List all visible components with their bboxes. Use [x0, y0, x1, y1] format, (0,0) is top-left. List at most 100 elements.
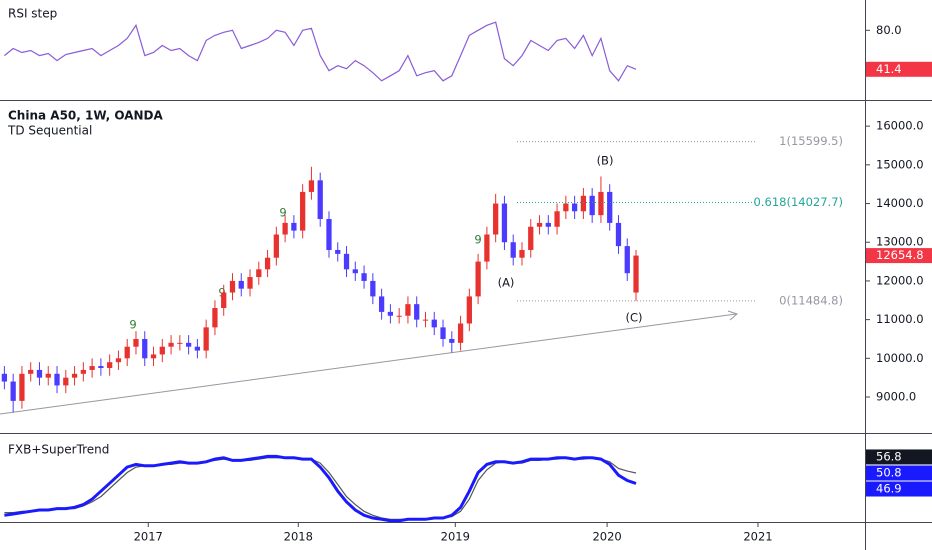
- candle-body: [203, 327, 209, 351]
- candle-body: [493, 203, 499, 235]
- candle-body: [598, 191, 604, 216]
- y-tick-label: 11000.0: [876, 312, 924, 326]
- candle-body: [378, 296, 385, 312]
- x-tick-label: 2021: [743, 530, 772, 544]
- candle-body: [396, 315, 402, 317]
- trend-arrow: [727, 310, 738, 321]
- candle-body: [177, 342, 183, 344]
- candle-body: [589, 195, 595, 216]
- candle-body: [510, 242, 516, 258]
- td-count: 9: [218, 286, 225, 300]
- price-tag-label: 41.4: [876, 62, 902, 76]
- y-tick-label: 16000.0: [876, 119, 924, 133]
- trend-line: [0, 313, 737, 415]
- y-tick-label: 14000.0: [876, 196, 924, 210]
- candle-body: [221, 292, 227, 309]
- candle-body: [571, 203, 578, 212]
- candle-body: [19, 373, 25, 401]
- panel-title: FXB+SuperTrend: [8, 443, 109, 457]
- candle-body: [71, 373, 78, 378]
- candle-body: [133, 338, 139, 347]
- candle-body: [1, 373, 8, 382]
- candle-body: [308, 180, 315, 192]
- candle-body: [89, 366, 95, 370]
- price-tag-label: 56.8: [876, 449, 902, 463]
- x-tick-label: 2020: [592, 530, 621, 544]
- candle-body: [45, 373, 51, 378]
- candle-body: [615, 222, 622, 247]
- candle-body: [80, 369, 86, 374]
- candle-body: [370, 280, 376, 297]
- candle-body: [449, 338, 455, 343]
- candle-body: [501, 203, 508, 243]
- candle-body: [142, 338, 148, 359]
- candle-body: [405, 304, 411, 316]
- y-tick-label: 15000.0: [876, 157, 924, 171]
- price-tag-label: 50.8: [876, 466, 902, 480]
- candle-body: [326, 219, 332, 250]
- price-tag: [866, 481, 932, 497]
- candle-body: [98, 366, 104, 368]
- price-tag-label: 46.9: [876, 482, 902, 496]
- y-tick-label: 80.0: [876, 23, 902, 37]
- candle-body: [54, 373, 60, 386]
- candle-body: [168, 342, 174, 347]
- wave-label: (B): [597, 154, 614, 168]
- candle-body: [194, 346, 201, 351]
- wave-label: (A): [498, 276, 515, 290]
- candle-body: [150, 354, 157, 359]
- wave-label: (C): [625, 311, 642, 325]
- indicator-line: [4, 21, 637, 82]
- candle-body: [440, 327, 446, 339]
- panel-title: China A50, 1W, OANDA: [8, 109, 164, 123]
- candle-body: [317, 180, 323, 220]
- candle-body: [256, 269, 262, 278]
- y-tick-label: 10000.0: [876, 351, 924, 365]
- candle-body: [431, 319, 437, 328]
- candle-body: [563, 203, 569, 212]
- candle-body: [300, 191, 306, 231]
- candle-body: [633, 255, 639, 293]
- candle-body: [212, 308, 218, 328]
- candle-body: [414, 304, 420, 320]
- indicator-line: [4, 454, 637, 523]
- td-count: 9: [474, 233, 481, 247]
- fib-label: 1(15599.5): [779, 134, 843, 148]
- x-tick-label: 2017: [134, 530, 163, 544]
- candle-body: [457, 323, 464, 343]
- candle-body: [624, 246, 630, 274]
- candle-body: [282, 222, 288, 235]
- x-tick-label: 2018: [284, 530, 313, 544]
- candle-body: [335, 249, 341, 254]
- candle-body: [545, 222, 551, 227]
- candle-body: [185, 342, 192, 347]
- price-tag: [866, 248, 932, 264]
- candle-body: [264, 257, 271, 270]
- candle-body: [475, 261, 481, 297]
- y-tick-label: 13000.0: [876, 235, 924, 249]
- candle-body: [484, 234, 490, 262]
- candle-body: [291, 222, 297, 231]
- panel-subtitle: TD Sequential: [7, 124, 92, 138]
- candle-body: [466, 296, 472, 324]
- candle-body: [422, 319, 429, 321]
- candle-body: [528, 226, 534, 250]
- candle-body: [607, 191, 613, 223]
- candle-body: [107, 362, 113, 368]
- candle-body: [352, 269, 358, 274]
- candle-body: [10, 381, 16, 401]
- price-tag: [866, 465, 932, 481]
- candle-body: [554, 211, 560, 227]
- fib-label: 0.618(14027.7): [754, 195, 843, 209]
- candle-body: [519, 249, 525, 258]
- td-count: 9: [279, 206, 286, 220]
- price-tag-label: 12654.8: [876, 248, 924, 262]
- candle-body: [536, 222, 543, 227]
- candle-body: [387, 311, 394, 316]
- x-tick-label: 2019: [441, 530, 470, 544]
- y-tick-label: 9000.0: [876, 390, 916, 404]
- price-tag: [866, 449, 932, 465]
- panel-title: RSI step: [8, 7, 57, 21]
